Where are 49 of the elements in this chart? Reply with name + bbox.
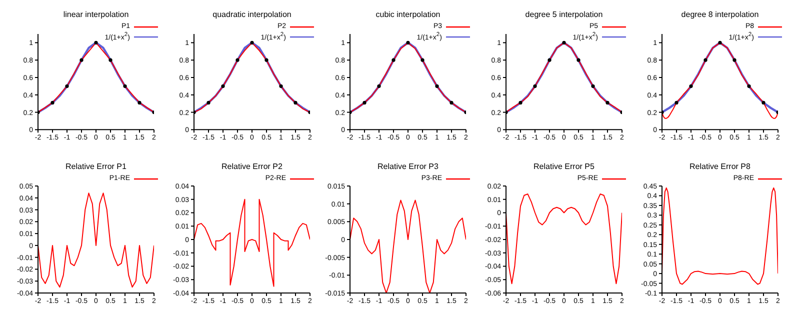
chart-title: Relative Error P8 xyxy=(688,161,752,173)
point xyxy=(606,100,610,105)
point xyxy=(718,40,722,44)
point xyxy=(576,58,580,62)
point xyxy=(50,100,54,105)
line-series xyxy=(38,192,154,288)
point xyxy=(747,84,751,88)
point xyxy=(294,100,298,105)
point xyxy=(674,100,678,105)
point xyxy=(80,58,84,62)
point xyxy=(762,100,766,105)
point xyxy=(548,58,552,62)
point xyxy=(206,100,210,105)
line-series xyxy=(194,198,310,287)
chart-title: Relative Error P1 xyxy=(64,161,128,173)
point xyxy=(94,40,98,44)
point xyxy=(518,100,522,105)
point xyxy=(406,40,410,44)
point xyxy=(108,58,112,62)
point xyxy=(138,100,142,105)
chart-title: Relative Error P3 xyxy=(376,161,440,173)
point xyxy=(123,84,127,88)
point xyxy=(562,40,566,44)
chart-title: degree 5 interpolation xyxy=(524,9,604,21)
chart-title: Relative Error P5 xyxy=(532,161,596,173)
chart-title: linear interpolation xyxy=(62,9,130,21)
point xyxy=(435,84,439,88)
point xyxy=(65,84,69,88)
point xyxy=(704,58,708,62)
point xyxy=(221,84,225,88)
point xyxy=(264,58,268,62)
chart-title: Relative Error P2 xyxy=(220,161,284,173)
line-series xyxy=(506,194,622,284)
point xyxy=(279,84,283,88)
point xyxy=(392,58,396,62)
chart-title: cubic interpolation xyxy=(374,9,442,21)
line-series xyxy=(662,187,778,285)
point xyxy=(236,58,240,62)
point xyxy=(362,100,366,105)
point xyxy=(450,100,454,105)
chart-title: degree 8 interpolation xyxy=(680,9,760,21)
point xyxy=(250,40,254,44)
point xyxy=(689,84,693,88)
point xyxy=(533,84,537,88)
point xyxy=(420,58,424,62)
chart-title: quadratic interpolation xyxy=(212,9,292,21)
point xyxy=(732,58,736,62)
point xyxy=(377,84,381,88)
point xyxy=(591,84,595,88)
